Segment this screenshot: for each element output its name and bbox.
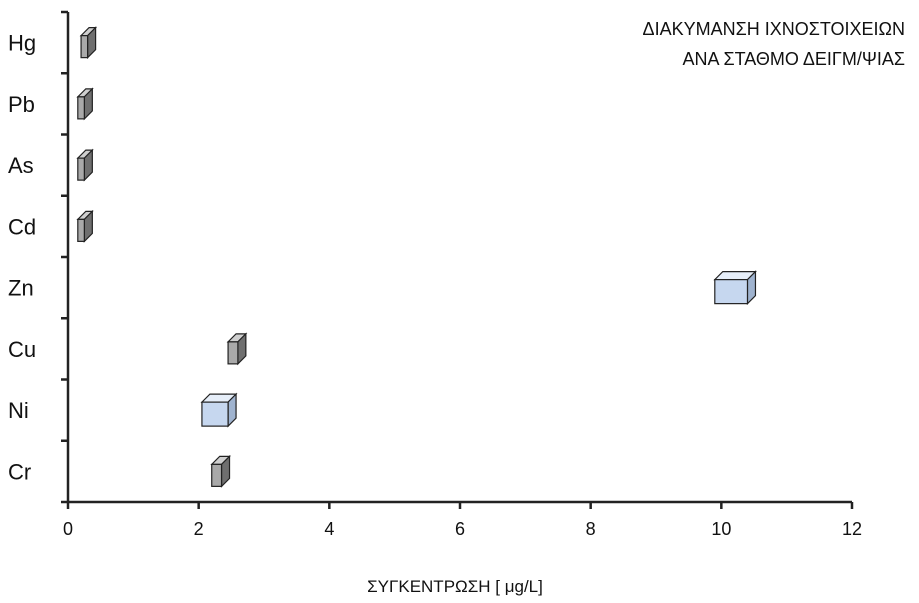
x-tick-label: 4	[324, 519, 334, 539]
bar-front-face	[77, 157, 85, 181]
category-label-pb: Pb	[8, 92, 35, 117]
x-tick-label: 12	[842, 519, 862, 539]
bar-front-face	[77, 218, 85, 242]
category-label-zn: Zn	[8, 276, 34, 301]
x-tick-label: 0	[63, 519, 73, 539]
bar-front-face	[714, 279, 749, 305]
bar-zn	[713, 270, 757, 306]
bar-cr	[210, 454, 231, 488]
axes	[61, 10, 854, 509]
bar-front-face	[227, 341, 239, 365]
bar-front-face	[201, 401, 229, 427]
bars	[76, 26, 757, 488]
bar-cd	[76, 209, 94, 243]
x-axis-label: ΣΥΓΚΕΝΤΡΩΣΗ [ μg/L]	[367, 577, 543, 596]
x-tick-label: 2	[194, 519, 204, 539]
bar-pb	[76, 87, 94, 121]
category-label-as: As	[8, 153, 34, 178]
labels: ΔΙΑΚΥΜΑΝΣΗ ΙΧΝΟΣΤΟΙΧΕΙΩΝ ΑΝΑ ΣΤΑΘΜΟ ΔΕΙΓ…	[8, 19, 905, 596]
bar-ni	[200, 392, 238, 428]
x-tick-label: 8	[586, 519, 596, 539]
bar-front-face	[80, 35, 89, 59]
category-label-hg: Hg	[8, 31, 36, 56]
category-label-cd: Cd	[8, 214, 36, 239]
bar-as	[76, 148, 94, 182]
category-label-cu: Cu	[8, 337, 36, 362]
bar-hg	[79, 26, 98, 60]
x-tick-label: 10	[711, 519, 731, 539]
category-label-cr: Cr	[8, 459, 31, 484]
bar-front-face	[77, 96, 85, 120]
x-tick-label: 6	[455, 519, 465, 539]
chart-title-line-2: ΑΝΑ ΣΤΑΘΜΟ ΔΕΙΓΜ/ΨΙΑΣ	[682, 49, 905, 69]
bar-front-face	[211, 463, 223, 487]
chart-title-line-1: ΔΙΑΚΥΜΑΝΣΗ ΙΧΝΟΣΤΟΙΧΕΙΩΝ	[643, 19, 905, 39]
category-label-ni: Ni	[8, 398, 29, 423]
bar-cu	[226, 332, 248, 366]
